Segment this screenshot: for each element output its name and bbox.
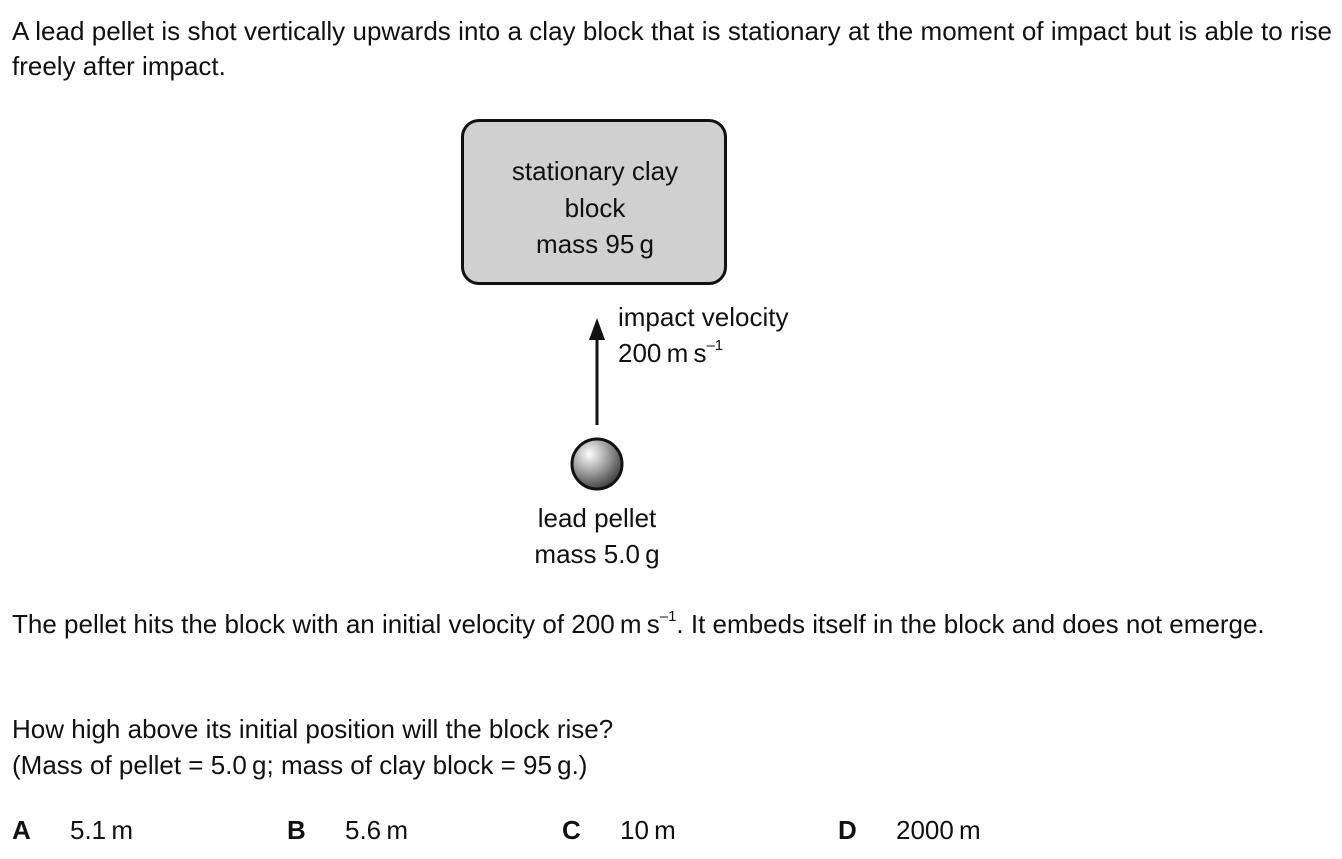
option-c[interactable]: C 10 m (562, 812, 676, 848)
option-a[interactable]: A 5.1 m (12, 812, 133, 848)
velocity-value: 200 m s (618, 338, 707, 368)
lead-pellet (570, 437, 624, 491)
given-masses: (Mass of pellet = 5.0 g; mass of clay bl… (12, 750, 588, 780)
option-letter: C (562, 815, 581, 845)
impact-description-exponent: –1 (659, 608, 677, 626)
velocity-arrow-head (589, 318, 605, 340)
block-label-line1: stationary clay (511, 156, 679, 186)
intro-text: A lead pellet is shot vertically upwards… (12, 16, 1332, 81)
impact-description: The pellet hits the block with an initia… (12, 607, 1332, 642)
block-label-line2: block (564, 193, 626, 223)
block-label-line3: mass 95 g (536, 229, 654, 259)
option-letter: B (287, 815, 306, 845)
option-letter: A (12, 815, 31, 845)
option-value: 5.6 m (345, 815, 409, 845)
pellet-label-line2: mass 5.0 g (534, 539, 660, 569)
velocity-label-line1: impact velocity (618, 302, 789, 332)
option-value: 10 m (620, 815, 676, 845)
option-b[interactable]: B 5.6 m (287, 812, 408, 848)
option-letter: D (838, 815, 857, 845)
option-value: 5.1 m (70, 815, 134, 845)
impact-description-end: . It embeds itself in the block and does… (676, 609, 1265, 639)
clay-block (461, 119, 727, 285)
velocity-label-value: 200 m s–1 (618, 335, 723, 371)
question-prompt: How high above its initial position will… (12, 714, 614, 744)
pellet-label-line1: lead pellet (537, 503, 657, 533)
option-value: 2000 m (896, 815, 981, 845)
impact-description-start: The pellet hits the block with an initia… (12, 609, 660, 639)
velocity-exponent: –1 (706, 337, 724, 355)
option-d[interactable]: D 2000 m (838, 812, 981, 848)
